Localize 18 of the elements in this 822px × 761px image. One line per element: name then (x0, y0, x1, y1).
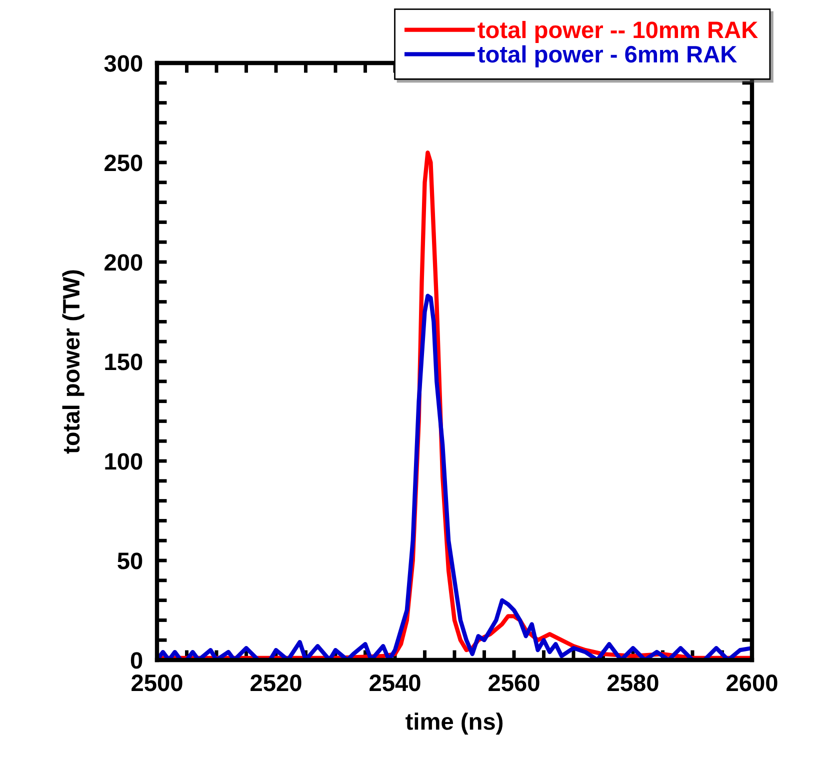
line-series (157, 294, 752, 660)
y-tick-label: 0 (130, 652, 142, 669)
y-tick-label: 300 (104, 55, 142, 72)
y-tick-label: 250 (104, 154, 142, 172)
y-tick-label: 100 (105, 453, 142, 470)
x-tick-label: 2560 (488, 674, 540, 692)
y-tick-label: 200 (104, 254, 142, 271)
x-tick-label: 2600 (726, 674, 778, 692)
legend-label: total power - 6mm RAK (478, 45, 737, 68)
x-tick-label: 2540 (370, 674, 420, 692)
legend-label: total power -- 10mm RAK (478, 20, 758, 43)
y-axis-title: total power (TW) (62, 270, 84, 454)
x-tick-label: 2520 (250, 674, 302, 692)
y-tick-label: 50 (118, 552, 142, 570)
x-tick-label: 2500 (132, 674, 182, 692)
x-tick-label: 2580 (608, 674, 658, 692)
x-axis-title: time (ns) (406, 712, 503, 735)
y-tick-label: 150 (105, 354, 142, 370)
